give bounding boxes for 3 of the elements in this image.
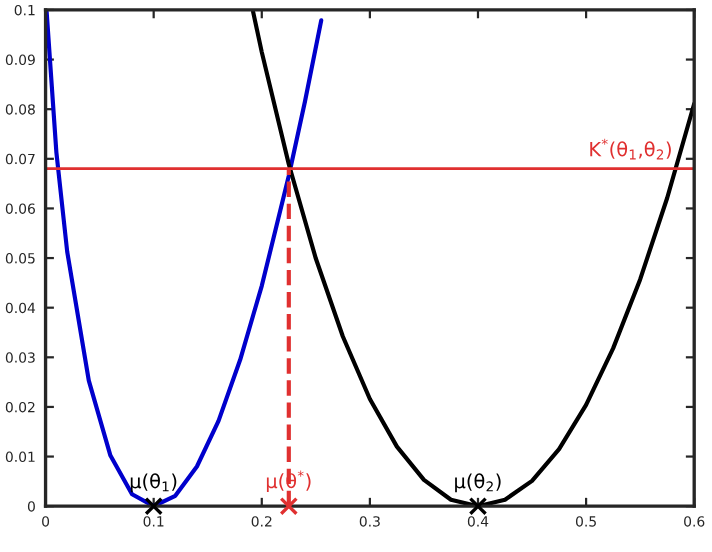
ref-line-label: K$^{*}$(θ$_{1}$,θ$_{2}$)	[590, 138, 671, 160]
series-label: μ(θ$_{2}$)	[455, 473, 501, 493]
series-label: μ(θ$_{1}$)	[130, 473, 177, 493]
